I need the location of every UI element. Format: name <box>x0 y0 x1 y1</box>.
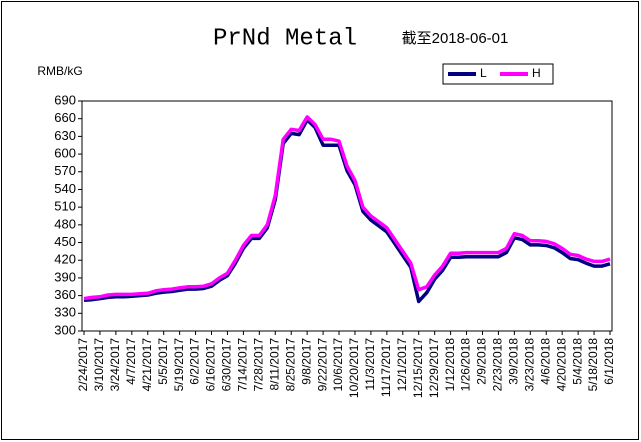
x-tick-label: 2/23/2018 <box>491 338 505 392</box>
chart-subtitle: 截至2018-06-01 <box>402 30 509 47</box>
x-tick-label: 3/9/2018 <box>507 338 521 385</box>
plot-area <box>81 100 613 332</box>
x-tick-label: 11/3/2017 <box>363 338 377 391</box>
y-tick-label: 510 <box>54 199 76 214</box>
x-tick-label: 7/28/2017 <box>252 338 266 392</box>
y-tick-label: 420 <box>54 252 76 267</box>
y-tick-label: 570 <box>54 163 76 178</box>
y-tick-label: 690 <box>54 92 76 107</box>
y-tick-label: 300 <box>54 322 76 337</box>
legend-label: L <box>480 66 487 80</box>
x-tick-label: 6/1/2018 <box>602 338 616 385</box>
x-tick-label: 6/16/2017 <box>204 338 218 392</box>
x-tick-label: 4/7/2017 <box>124 338 138 385</box>
x-tick-label: 4/21/2017 <box>140 338 154 392</box>
y-tick-label: 630 <box>54 128 76 143</box>
x-tick-label: 3/10/2017 <box>92 338 106 392</box>
legend <box>442 63 554 85</box>
x-tick-label: 5/5/2017 <box>156 338 170 385</box>
y-tick-label: 330 <box>54 305 76 320</box>
y-axis-label: RMB/kG <box>37 64 82 78</box>
y-tick-label: 540 <box>54 181 76 196</box>
x-tick-label: 3/24/2017 <box>108 338 122 392</box>
y-tick-label: 360 <box>54 287 76 302</box>
x-tick-label: 1/26/2018 <box>459 338 473 392</box>
x-tick-label: 12/15/2017 <box>411 338 425 398</box>
line-series <box>83 118 611 304</box>
legend-label: H <box>532 66 541 80</box>
x-tick-label: 4/20/2018 <box>554 338 568 392</box>
y-tick-label: 480 <box>54 216 76 231</box>
x-tick-label: 8/25/2017 <box>283 338 297 392</box>
x-tick-label: 2/9/2018 <box>475 338 489 385</box>
y-tick-label: 600 <box>54 146 76 161</box>
chart-title: PrNd Metal <box>213 25 357 52</box>
x-tick-label: 1/12/2018 <box>443 338 457 392</box>
x-tick-label: 10/6/2017 <box>331 338 345 392</box>
y-tick-label: 450 <box>54 234 76 249</box>
x-tick-label: 9/22/2017 <box>315 338 329 392</box>
x-tick-label: 6/2/2017 <box>188 338 202 385</box>
x-tick-label: 5/19/2017 <box>172 338 186 392</box>
y-tick-label: 390 <box>54 269 76 284</box>
x-tick-label: 5/4/2018 <box>570 338 584 385</box>
x-tick-label: 4/6/2018 <box>538 338 552 385</box>
x-tick-label: 5/18/2018 <box>586 338 600 392</box>
x-tick-label: 2/24/2017 <box>76 338 90 392</box>
y-tick-label: 660 <box>54 110 76 125</box>
x-tick-label: 8/11/2017 <box>267 338 281 391</box>
x-tick-label: 12/1/2017 <box>395 338 409 392</box>
x-tick-label: 9/8/2017 <box>299 338 313 385</box>
x-tick-label: 11/17/2017 <box>379 338 393 397</box>
x-tick-label: 6/30/2017 <box>220 338 234 392</box>
x-tick-label: 7/14/2017 <box>236 338 250 392</box>
x-tick-label: 10/20/2017 <box>347 338 361 398</box>
line-series <box>83 115 611 301</box>
x-tick-label: 12/29/2017 <box>427 338 441 398</box>
x-tick-label: 3/23/2018 <box>522 338 536 392</box>
